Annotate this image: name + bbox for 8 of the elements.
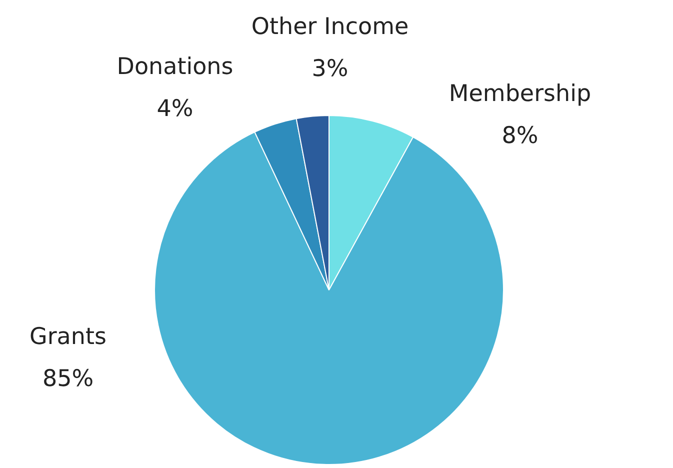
slice-label: Other Income [251, 14, 409, 40]
data-label: 3% [312, 56, 348, 82]
data-label: 4% [156, 96, 194, 122]
slice-label: Donations [116, 54, 234, 80]
slice-label: Membership [448, 80, 592, 107]
data-label: 85% [42, 366, 94, 392]
slice-label: Grants [30, 324, 106, 350]
data-label: 8% [502, 122, 538, 149]
